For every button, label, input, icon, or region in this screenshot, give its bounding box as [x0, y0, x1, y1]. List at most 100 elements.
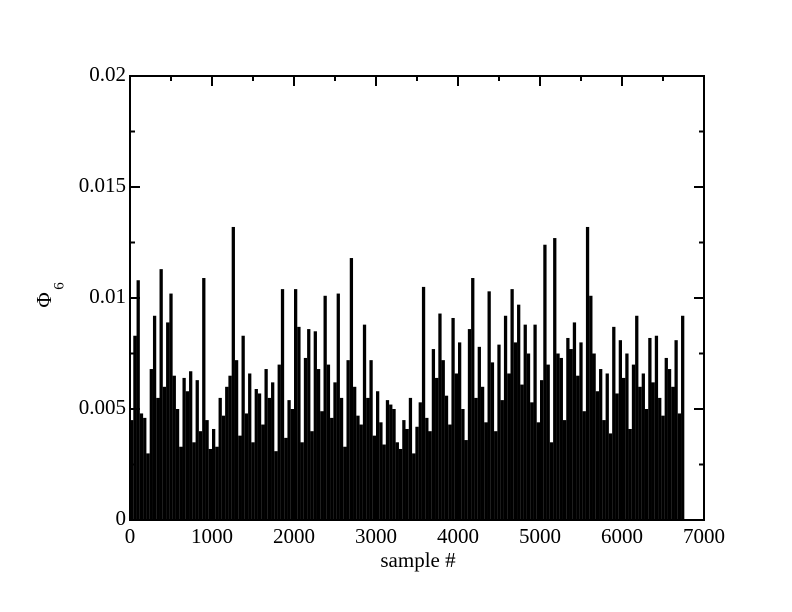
impulse-bar: [336, 293, 340, 520]
impulse-bar: [320, 411, 324, 520]
y-tick-label: 0.015: [79, 173, 126, 197]
impulse-bar: [172, 375, 176, 520]
y-tick-label: 0.005: [79, 395, 126, 419]
impulse-bar: [159, 269, 163, 520]
impulse-bar: [398, 448, 403, 520]
impulse-bar: [681, 315, 685, 520]
impulse-bar: [566, 337, 570, 520]
impulse-bar: [162, 386, 167, 520]
impulse-bar: [576, 375, 580, 520]
impulse-bar: [444, 395, 449, 520]
y-tick-label: 0.01: [89, 284, 126, 308]
impulse-bar: [500, 400, 504, 520]
impulse-bar: [595, 391, 600, 520]
impulse-bar: [533, 324, 537, 520]
impulse-bar: [592, 353, 596, 520]
y-tick-label: 0: [116, 506, 127, 530]
impulse-bar: [175, 409, 180, 520]
impulse-bar: [569, 349, 573, 520]
impulse-bar: [622, 377, 626, 520]
impulse-bar: [202, 278, 206, 520]
impulse-bar: [677, 413, 682, 520]
impulse-bar: [349, 258, 354, 520]
impulse-bar: [428, 431, 432, 520]
impulse-bar: [339, 397, 344, 520]
impulse-bar: [316, 369, 321, 520]
impulse-bar: [635, 315, 639, 520]
impulse-bar: [562, 420, 567, 520]
impulse-bar: [405, 428, 409, 520]
impulse-bar: [536, 422, 540, 520]
impulse-bar: [136, 280, 140, 520]
x-tick-label: 1000: [191, 524, 233, 548]
impulse-bar: [454, 373, 458, 520]
impulse-bar: [179, 446, 183, 520]
impulse-bar: [589, 295, 593, 520]
x-tick-label: 7000: [683, 524, 725, 548]
impulse-bar: [225, 386, 229, 520]
impulse-bar: [238, 435, 242, 520]
impulse-bar: [425, 417, 429, 520]
impulse-bar: [208, 448, 212, 520]
impulse-bar: [628, 428, 632, 520]
x-tick-label: 0: [125, 524, 136, 548]
impulse-bar: [474, 397, 478, 520]
impulse-bar: [231, 226, 235, 520]
impulse-bar: [484, 422, 488, 520]
impulse-bar: [467, 329, 472, 520]
impulse-bar: [362, 324, 367, 520]
impulse-bar: [553, 238, 557, 520]
impulse-bar: [523, 324, 527, 520]
impulse-bar: [421, 286, 426, 520]
impulse-bar: [244, 413, 249, 520]
impulse-bar: [228, 375, 232, 520]
impulse-bar: [294, 289, 298, 520]
impulse-bar: [215, 446, 219, 520]
impulse-bar: [658, 397, 662, 520]
impulse-bar: [284, 437, 288, 520]
impulse-bar: [166, 322, 170, 520]
impulse-bar: [205, 420, 209, 520]
impulse-bar: [438, 313, 442, 520]
x-tick-label: 5000: [519, 524, 561, 548]
impulse-bar: [471, 278, 475, 520]
impulse-bar: [221, 415, 226, 520]
impulse-bar: [661, 415, 665, 520]
impulse-bar: [671, 386, 675, 520]
impulse-bar: [353, 386, 357, 520]
impulse-bar: [218, 397, 222, 520]
impulse-bar: [435, 377, 439, 520]
impulse-bar: [195, 380, 199, 520]
impulse-bar: [271, 382, 275, 520]
impulse-bar: [513, 342, 518, 520]
impulse-bar: [303, 357, 308, 520]
impulse-bar: [664, 357, 668, 520]
impulse-bar: [667, 369, 672, 520]
impulse-bar: [169, 293, 173, 520]
impulse-bar: [241, 335, 245, 520]
impulse-bar: [198, 431, 203, 520]
impulse-bar: [156, 397, 160, 520]
impulse-bar: [461, 409, 465, 520]
impulse-bar: [625, 353, 629, 520]
impulse-bar: [376, 391, 380, 520]
impulse-bar: [212, 428, 216, 520]
impulse-bar: [402, 420, 406, 520]
impulse-bar: [556, 353, 560, 520]
impulse-bar: [323, 295, 327, 520]
x-tick-label: 3000: [355, 524, 397, 548]
impulse-bar: [540, 380, 544, 520]
impulse-bar: [287, 400, 291, 520]
impulse-bar: [494, 431, 498, 520]
impulse-bar: [654, 335, 659, 520]
impulse-bar: [477, 346, 481, 520]
impulse-bar: [641, 373, 645, 520]
impulse-bar: [251, 442, 255, 520]
impulse-bar: [346, 360, 350, 520]
impulse-bar: [261, 424, 265, 520]
x-tick-label: 2000: [273, 524, 315, 548]
impulse-bar: [366, 397, 370, 520]
x-tick-label: 6000: [601, 524, 643, 548]
impulse-bar: [254, 389, 258, 520]
